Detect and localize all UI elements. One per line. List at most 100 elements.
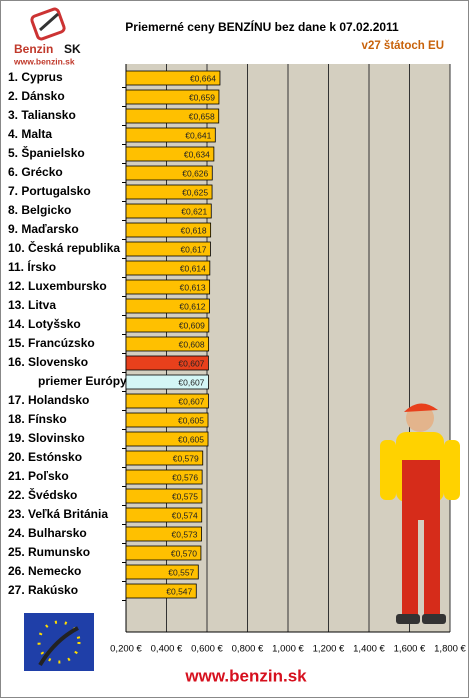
bar [125,393,209,409]
x-tick-label: 0,400 € [151,644,183,655]
category-label: 11. Írsko [8,259,56,274]
bar [125,431,209,447]
bar [125,146,215,162]
bar [125,317,210,333]
logo-url: www.benzin.sk [13,56,75,66]
category-label: 26. Nemecko [8,564,81,578]
bar [125,222,212,238]
category-label: 7. Portugalsko [8,184,91,198]
category-label: 24. Bulharsko [8,526,87,540]
value-label: €0,605 [178,415,204,425]
x-tick-label: 1,800 € [434,644,466,655]
x-tick-label: 0,600 € [191,644,223,655]
x-tick-label: 0,800 € [232,644,264,655]
bar [125,241,211,257]
value-label: €0,617 [180,244,206,254]
logo-suffix: SK [64,42,81,56]
category-label: 21. Poľsko [8,469,69,483]
value-label: €0,621 [181,206,207,216]
category-label: 10. Česká republika [8,240,120,255]
footer: www.benzin.sk [184,666,307,685]
value-label: €0,664 [190,73,216,83]
bar [125,336,210,352]
bar [125,355,209,371]
category-label: 1. Cyprus [8,70,63,84]
value-label: €0,579 [173,453,199,463]
category-label: 20. Estónsko [8,450,82,464]
logo: Benzin SK www.benzin.sk [13,7,81,66]
category-label: 13. Litva [8,298,56,312]
x-tick-label: 1,600 € [394,644,426,655]
bar [125,450,204,466]
bar [125,260,211,276]
value-label: €0,570 [171,548,197,558]
x-tick-label: 0,200 € [110,644,142,655]
bar [125,412,209,428]
category-label: 15. Francúzsko [8,336,95,350]
category-label: 14. Lotyšsko [8,317,81,331]
bar [125,583,197,599]
bar [125,203,212,219]
category-label: 12. Luxembursko [8,279,107,293]
category-label: 22. Švédsko [8,487,77,502]
value-label: €0,574 [172,510,198,520]
value-label: €0,608 [179,339,205,349]
value-label: €0,547 [166,586,192,596]
bar [125,545,202,561]
bar [125,488,203,504]
bar [125,507,203,523]
plot: 0,200 € 0,400 € 0,600 € 0,800 € 1,000 € 1,200… [110,64,467,655]
value-label: €0,625 [182,187,208,197]
x-tick-label: 1,000 € [272,644,304,655]
category-label: 2. Dánsko [8,89,65,103]
value-label: €0,618 [181,225,207,235]
value-label: €0,613 [180,282,206,292]
bar [125,564,199,580]
value-label: €0,609 [179,320,205,330]
bar [125,89,220,105]
bar [125,526,202,542]
value-label: €0,641 [185,130,211,140]
value-label: €0,659 [189,92,215,102]
value-label: €0,605 [178,434,204,444]
value-label: €0,575 [172,491,198,501]
bar [125,279,211,295]
category-label: 25. Rumunsko [8,545,90,559]
bar [125,374,209,390]
value-label: €0,607 [178,377,204,387]
category-label: 27. Rakúsko [8,583,78,597]
category-label: 17. Holandsko [8,393,89,407]
chart-title: Priemerné ceny BENZÍNU bez dane k 07.02.… [125,19,399,34]
category-label: 16. Slovensko [8,355,88,369]
value-label: €0,576 [172,472,198,482]
value-label: €0,658 [189,111,215,121]
eu-flag [24,613,94,671]
value-label: €0,626 [182,168,208,178]
category-label: 4. Malta [8,127,52,141]
category-label: 19. Slovinsko [8,431,85,445]
value-label: €0,607 [178,396,204,406]
category-label: 5. Španielsko [8,145,85,160]
bar [125,298,210,314]
category-label: 8. Belgicko [8,203,71,217]
value-label: €0,614 [180,263,206,273]
category-label: 18. Fínsko [8,412,67,426]
mascot [380,403,460,624]
category-label: 9. Maďarsko [8,222,79,236]
logo-text: Benzin [14,42,53,56]
value-label: €0,573 [172,529,198,539]
category-label: 3. Taliansko [8,108,76,122]
value-label: €0,612 [179,301,205,311]
x-tick-label: 1,400 € [353,644,385,655]
bar [125,469,203,485]
category-label: 23. Veľká Británia [8,507,108,521]
bar [125,70,221,86]
bar [125,127,216,143]
bar [125,184,213,200]
bar [125,165,213,181]
category-label: priemer Európy [38,374,127,388]
value-label: €0,557 [168,567,194,577]
chart-subtitle: v27 štátoch EU [362,40,444,52]
value-label: €0,607 [178,358,204,368]
